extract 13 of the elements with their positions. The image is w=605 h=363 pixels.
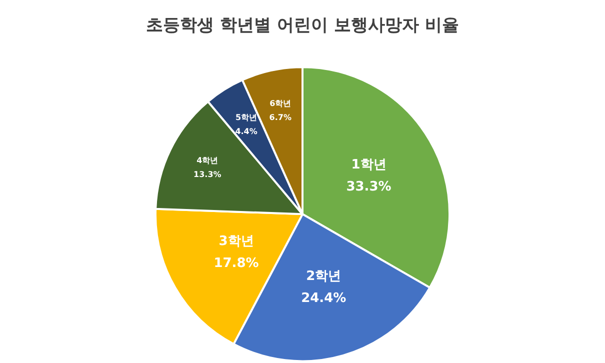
data-label: 4.4%: [235, 126, 258, 136]
slice-label: 2학년: [306, 269, 342, 284]
data-label: 6.7%: [269, 113, 292, 122]
data-label: 13.3%: [194, 170, 222, 180]
slice-label: 5학년: [236, 112, 258, 122]
data-label: 17.8%: [214, 256, 259, 271]
slice-label: 1학년: [351, 157, 386, 172]
slice-label: 3학년: [218, 234, 254, 249]
slice-label: 6학년: [270, 99, 292, 108]
slice-label: 4학년: [196, 156, 218, 166]
chart-title: 초등학생 학년별 어린이 보행사망자 비율: [146, 16, 459, 36]
data-label: 24.4%: [301, 291, 346, 306]
data-label: 33.3%: [346, 179, 392, 194]
